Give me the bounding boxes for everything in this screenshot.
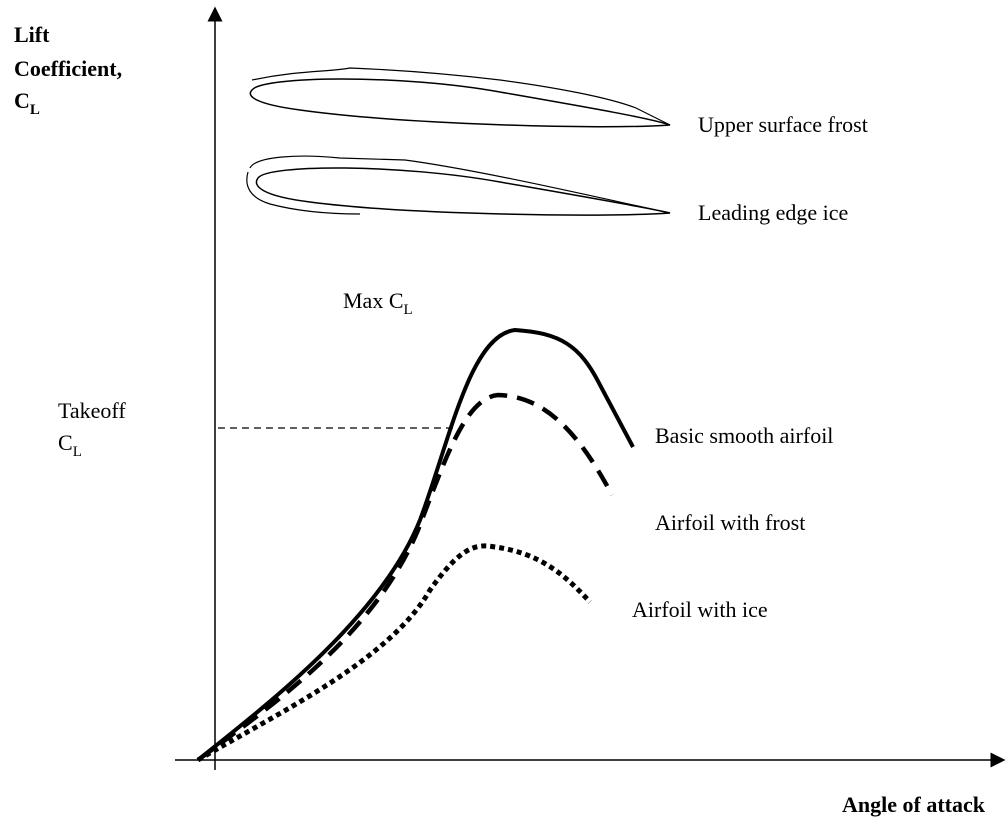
ice-outline [247, 156, 670, 214]
curve-label: Airfoil with frost [655, 510, 805, 535]
takeoff-label: CL [58, 430, 82, 460]
airfoil [256, 168, 670, 215]
curve-label: Basic smooth airfoil [655, 423, 833, 448]
takeoff-sub: L [73, 444, 82, 460]
curve-label: Airfoil with ice [632, 597, 768, 622]
airfoil-label: Upper surface frost [698, 112, 868, 137]
curve-smooth [198, 330, 633, 760]
diagram: Lift Coefficient, CL Angle of attack Upp… [0, 0, 1006, 824]
y-label-c: C [14, 88, 30, 113]
curve-frost [198, 395, 612, 760]
takeoff-c: C [58, 430, 73, 455]
y-label-line: Coefficient, [14, 56, 122, 81]
y-label-line: Lift [14, 22, 50, 47]
airfoil [250, 79, 670, 127]
y-label-line: CL [14, 88, 40, 118]
x-label: Angle of attack [842, 792, 986, 817]
y-label-sub: L [30, 102, 40, 118]
max-sub: L [404, 302, 413, 318]
takeoff-label: Takeoff [58, 398, 126, 423]
frost-outline [252, 68, 670, 125]
max-text: Max C [343, 288, 404, 313]
max-label: Max CL [343, 288, 413, 318]
airfoil-label: Leading edge ice [698, 200, 848, 225]
